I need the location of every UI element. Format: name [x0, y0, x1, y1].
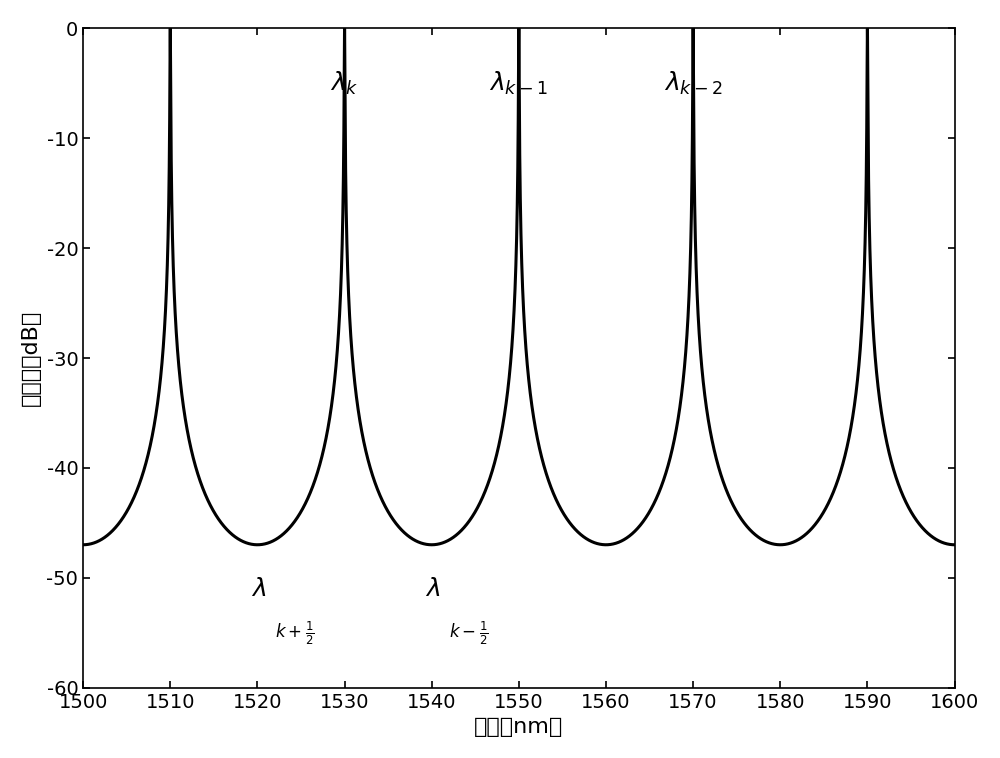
Text: $\lambda_{k-2}$: $\lambda_{k-2}$: [664, 70, 723, 97]
Text: $k+\frac{1}{2}$: $k+\frac{1}{2}$: [275, 619, 314, 647]
Text: $k-\frac{1}{2}$: $k-\frac{1}{2}$: [449, 619, 489, 647]
X-axis label: 波长（nm）: 波长（nm）: [474, 717, 563, 738]
Text: $\lambda$: $\lambda$: [251, 577, 266, 601]
Text: $\lambda$: $\lambda$: [425, 577, 440, 601]
Text: $\lambda_{k}$: $\lambda_{k}$: [330, 70, 359, 97]
Y-axis label: 透射谱（dB）: 透射谱（dB）: [21, 310, 41, 406]
Text: $\lambda_{k-1}$: $\lambda_{k-1}$: [489, 70, 548, 97]
